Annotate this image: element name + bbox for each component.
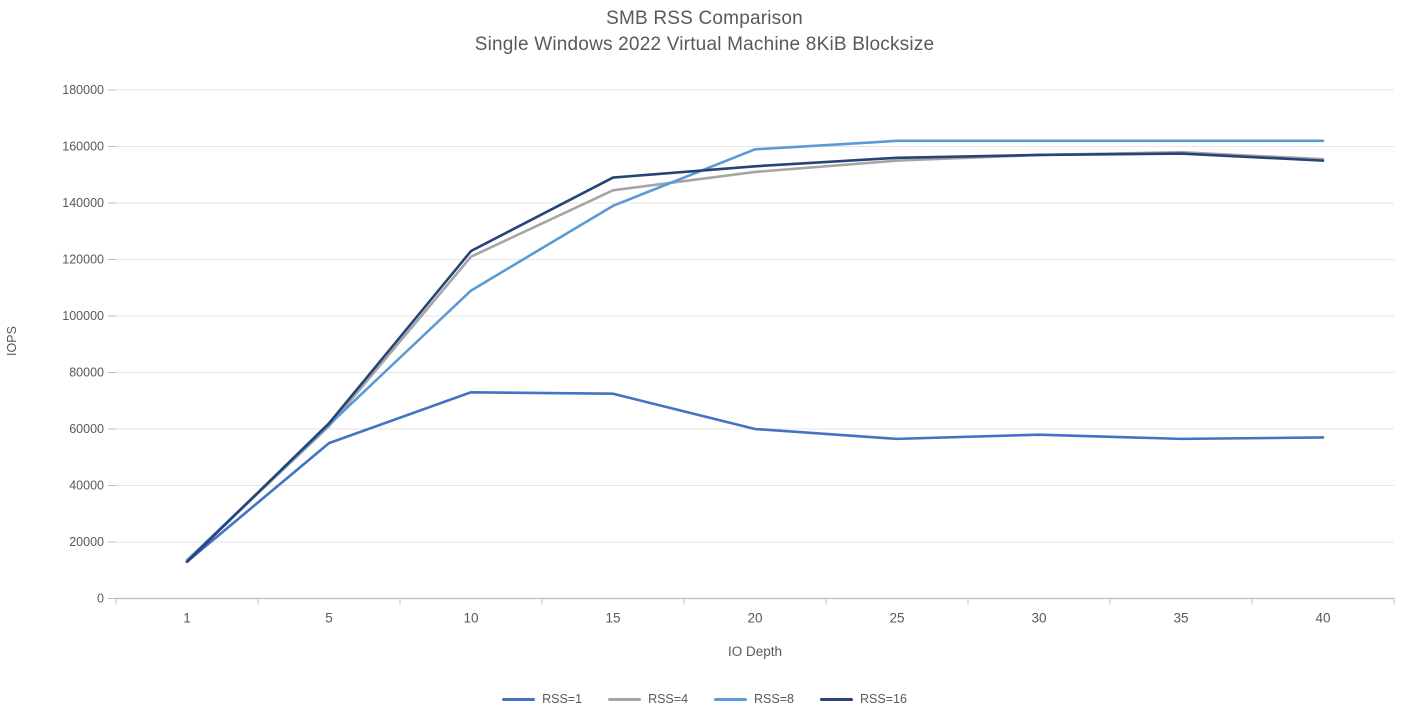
legend-line-swatch: [820, 697, 853, 701]
y-tick-label: 20000: [69, 535, 104, 549]
y-tick-label: 180000: [62, 83, 104, 97]
y-axis-title: IOPS: [5, 326, 19, 356]
x-tick-label: 20: [747, 611, 762, 626]
series-line-rss-16: [185, 152, 1325, 564]
legend-label: RSS=8: [754, 692, 794, 706]
legend-item-rss-1: RSS=1: [502, 692, 582, 706]
x-tick-label: 1: [183, 611, 191, 626]
x-tick-label: 40: [1315, 611, 1330, 626]
chart-title: SMB RSS Comparison: [606, 8, 803, 29]
legend-item-rss-8: RSS=8: [714, 692, 794, 706]
y-tick-label: 120000: [62, 253, 104, 267]
y-tick-label: 60000: [69, 422, 104, 436]
legend-line-swatch: [608, 697, 642, 701]
series-line-rss-1: [185, 390, 1325, 564]
legend-label: RSS=1: [542, 692, 583, 706]
x-tick-label: 5: [325, 611, 333, 626]
y-tick-label: 160000: [62, 140, 104, 154]
series-line-rss-4: [185, 150, 1325, 562]
legend-label: RSS=16: [860, 692, 907, 706]
legend-item-rss-16: RSS=16: [820, 692, 907, 706]
x-tick-label: 15: [605, 611, 620, 626]
x-tick-label: 25: [889, 611, 904, 626]
y-tick-label: 0: [97, 592, 104, 606]
legend-line-swatch: [714, 697, 748, 701]
x-tick-label: 35: [1173, 611, 1188, 626]
chart-subtitle: Single Windows 2022 Virtual Machine 8KiB…: [474, 34, 935, 55]
y-tick-label: 40000: [69, 479, 104, 493]
y-tick-label: 80000: [69, 366, 104, 380]
chart-legend: RSS=1 RSS=4 RSS=8 RSS=16: [0, 692, 1409, 706]
x-tick-label: 10: [463, 611, 478, 626]
y-tick-label: 140000: [62, 196, 104, 210]
legend-item-rss-4: RSS=4: [608, 692, 688, 706]
legend-line-swatch: [502, 697, 536, 701]
y-tick-label: 100000: [62, 309, 104, 323]
series-line-rss-8: [185, 139, 1325, 562]
x-axis-title: IO Depth: [727, 644, 783, 659]
x-tick-label: 30: [1031, 611, 1046, 626]
legend-label: RSS=4: [648, 692, 689, 706]
